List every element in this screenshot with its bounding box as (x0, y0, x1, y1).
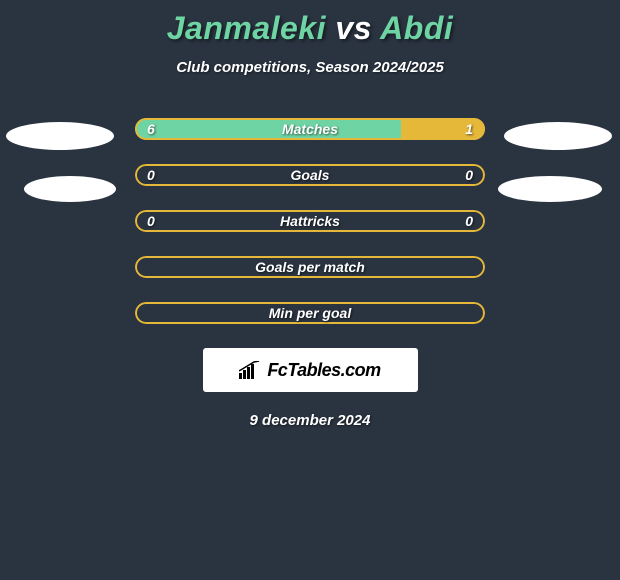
stat-bar: Min per goal (135, 302, 485, 324)
bar-right-value: 0 (465, 164, 473, 186)
decorative-ellipse (504, 122, 612, 150)
stat-bar: 0Hattricks0 (135, 210, 485, 232)
bar-center-label: Min per goal (135, 302, 485, 324)
stat-bar: 6Matches1 (135, 118, 485, 140)
bar-center-label: Matches (135, 118, 485, 140)
stats-bars: 6Matches10Goals00Hattricks0Goals per mat… (135, 118, 485, 324)
bar-center-label: Goals per match (135, 256, 485, 278)
decorative-ellipse (498, 176, 602, 202)
stat-bar: Goals per match (135, 256, 485, 278)
bar-right-value: 1 (465, 118, 473, 140)
subtitle: Club competitions, Season 2024/2025 (0, 59, 620, 76)
bar-center-label: Hattricks (135, 210, 485, 232)
date-text: 9 december 2024 (0, 412, 620, 429)
logo-text: FcTables.com (267, 360, 380, 381)
player2-name: Abdi (380, 10, 453, 46)
bar-right-value: 0 (465, 210, 473, 232)
player1-name: Janmaleki (167, 10, 326, 46)
comparison-title: Janmaleki vs Abdi (0, 0, 620, 47)
decorative-ellipse (24, 176, 116, 202)
bar-center-label: Goals (135, 164, 485, 186)
logo-box: FcTables.com (203, 348, 418, 392)
decorative-ellipse (6, 122, 114, 150)
bar-chart-icon (239, 361, 261, 379)
stat-bar: 0Goals0 (135, 164, 485, 186)
vs-text: vs (335, 10, 372, 46)
